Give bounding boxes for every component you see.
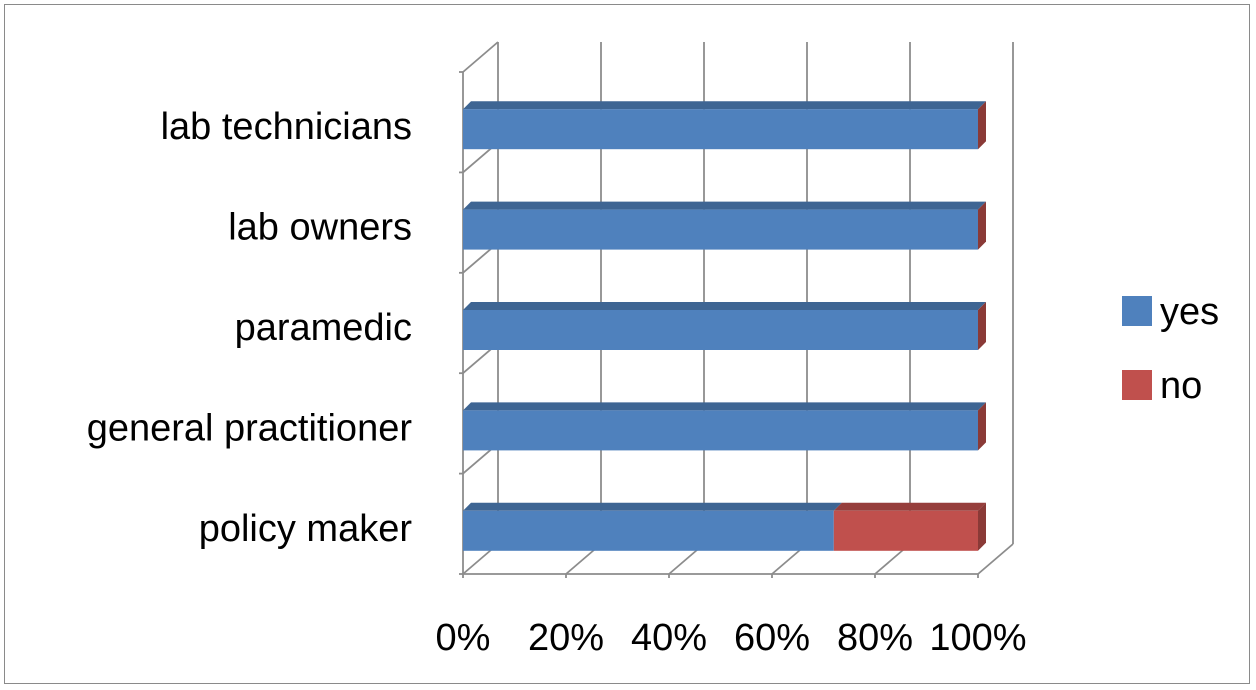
label-layer: policy maker general practitioner paramedi… — [87, 106, 1027, 659]
category-label: policy maker — [199, 508, 413, 550]
bar-top-yes — [463, 201, 986, 210]
bar-top-no — [833, 502, 986, 511]
category-label: lab technicians — [161, 106, 412, 148]
legend-label-no: no — [1160, 365, 1202, 407]
x-tick-label: 20% — [528, 617, 604, 659]
x-tick-label: 0% — [436, 617, 491, 659]
bar-layer — [463, 101, 986, 551]
wall-top-edge — [462, 41, 499, 73]
x-tick-label: 100% — [929, 617, 1026, 659]
bar-side-no — [978, 201, 986, 250]
x-tick-label: 60% — [734, 617, 810, 659]
bar-side-no — [978, 502, 986, 551]
bar-no — [833, 510, 978, 551]
category-label: lab owners — [228, 207, 412, 249]
legend-swatch-yes — [1122, 296, 1152, 326]
category-label: general practitioner — [87, 407, 413, 449]
legend: yes no — [1122, 291, 1219, 407]
bar-yes — [463, 410, 978, 451]
bar-yes — [463, 109, 978, 150]
bar-side-no — [978, 302, 986, 350]
x-tick-label: 80% — [837, 617, 913, 659]
bar-yes — [463, 310, 978, 350]
floor-line — [977, 543, 1014, 575]
x-tick-label: 40% — [631, 617, 707, 659]
bar-top-yes — [463, 302, 986, 310]
legend-label-yes: yes — [1160, 291, 1219, 333]
bar-yes — [463, 510, 834, 551]
bar-side-no — [978, 402, 986, 451]
bar-yes — [463, 209, 978, 250]
bar-top-yes — [463, 502, 842, 511]
bar-side-no — [978, 101, 986, 150]
category-label: paramedic — [235, 307, 412, 349]
legend-swatch-no — [1122, 370, 1152, 400]
bar-top-yes — [463, 402, 986, 411]
bar-top-yes — [463, 101, 986, 110]
